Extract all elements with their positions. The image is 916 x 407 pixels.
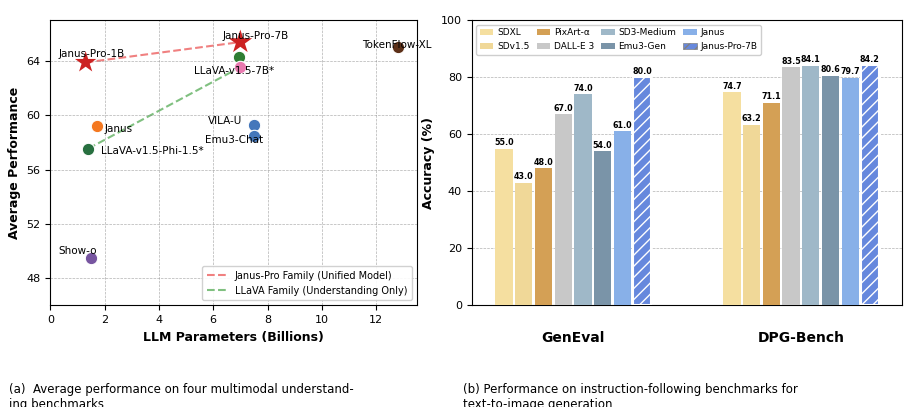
Bar	[842, 78, 859, 305]
Bar	[594, 151, 611, 305]
Text: 80.6: 80.6	[821, 65, 840, 74]
Bar	[802, 66, 820, 305]
Text: 48.0: 48.0	[534, 158, 553, 167]
Text: Janus: Janus	[104, 124, 133, 134]
Point	[81, 145, 95, 152]
Bar	[822, 76, 839, 305]
Text: 67.0: 67.0	[553, 104, 573, 113]
Text: 84.2: 84.2	[860, 55, 880, 63]
Text: 74.7: 74.7	[722, 82, 742, 91]
Bar	[535, 168, 552, 305]
Bar	[633, 77, 650, 305]
Point	[246, 122, 261, 128]
Point	[83, 254, 98, 261]
Text: (a)  Average performance on four multimodal understand-
ing benchmarks.: (a) Average performance on four multimod…	[9, 383, 354, 407]
Legend: Janus-Pro Family (Unified Model), LLaVA Family (Understanding Only): Janus-Pro Family (Unified Model), LLaVA …	[202, 266, 412, 300]
Y-axis label: Accuracy (%): Accuracy (%)	[422, 117, 435, 209]
Text: 74.0: 74.0	[573, 84, 593, 93]
Bar	[861, 66, 878, 305]
Point	[246, 132, 261, 139]
Text: 84.1: 84.1	[801, 55, 821, 64]
Text: DPG-Bench: DPG-Bench	[758, 331, 845, 345]
Bar	[763, 103, 780, 305]
Bar	[515, 183, 532, 305]
Text: 55.0: 55.0	[495, 138, 514, 147]
Text: Show-o: Show-o	[59, 246, 97, 256]
Point	[79, 59, 93, 66]
Bar	[554, 114, 572, 305]
Text: TokenFlow-XL: TokenFlow-XL	[363, 40, 432, 50]
Point	[233, 39, 247, 45]
Text: 54.0: 54.0	[593, 141, 613, 150]
Text: 79.7: 79.7	[840, 68, 860, 77]
Bar	[743, 125, 760, 305]
Text: LLaVA-v1.5-7B*: LLaVA-v1.5-7B*	[194, 66, 275, 76]
Text: VILA-U: VILA-U	[208, 116, 242, 127]
Text: (b) Performance on instruction-following benchmarks for
text-to-image generation: (b) Performance on instruction-following…	[463, 383, 798, 407]
Text: 61.0: 61.0	[613, 121, 632, 130]
Text: GenEval: GenEval	[541, 331, 605, 345]
Point	[233, 64, 247, 70]
X-axis label: LLM Parameters (Billions): LLM Parameters (Billions)	[143, 330, 324, 344]
Text: 43.0: 43.0	[514, 172, 534, 181]
Bar	[496, 149, 513, 305]
Text: Janus-Pro-7B: Janus-Pro-7B	[223, 31, 289, 41]
Bar	[574, 94, 592, 305]
Point	[390, 44, 405, 51]
Text: 83.5: 83.5	[781, 57, 801, 66]
Bar	[614, 131, 631, 305]
Bar	[782, 68, 800, 305]
Text: 71.1: 71.1	[761, 92, 781, 101]
Y-axis label: Average Performance: Average Performance	[8, 87, 21, 239]
Text: Janus-Pro-1B: Janus-Pro-1B	[59, 49, 125, 59]
Text: 80.0: 80.0	[632, 67, 652, 76]
Bar	[724, 92, 741, 305]
Point	[232, 54, 246, 60]
Point	[89, 123, 104, 129]
Legend: SDXL, SDv1.5, PixArt-α, DALL-E 3, SD3-Medium, Emu3-Gen, Janus, Janus-Pro-7B: SDXL, SDv1.5, PixArt-α, DALL-E 3, SD3-Me…	[476, 25, 761, 55]
Text: Emu3-Chat: Emu3-Chat	[205, 135, 263, 145]
Text: LLaVA-v1.5-Phi-1.5*: LLaVA-v1.5-Phi-1.5*	[101, 146, 203, 156]
Text: 63.2: 63.2	[742, 114, 761, 123]
